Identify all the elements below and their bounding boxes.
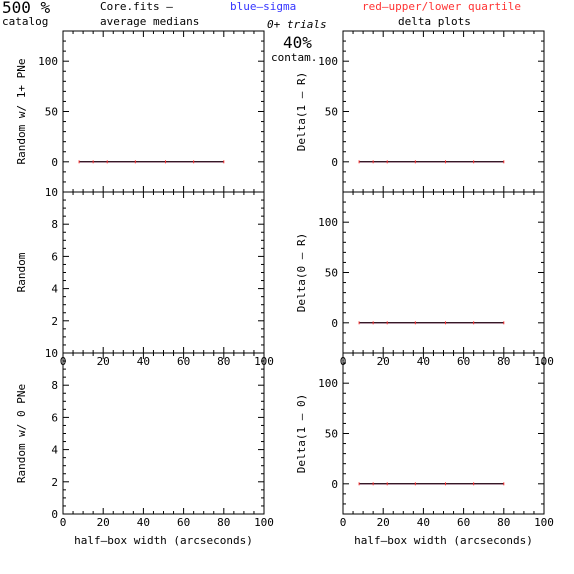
plot-frame	[342, 30, 545, 193]
x-tick-label: 100	[254, 516, 274, 529]
catalog-percent: 500 %	[2, 0, 51, 17]
y-tick-label: 100	[318, 377, 338, 390]
x-tick-label: 20	[377, 516, 390, 529]
y-tick-label: 0	[331, 156, 338, 169]
y-axis-label: Delta(1 – R)	[295, 72, 308, 151]
y-axis-label: Delta(1 – 0)	[295, 394, 308, 473]
x-tick-label: 80	[217, 516, 230, 529]
x-tick-label: 80	[497, 516, 510, 529]
y-tick-label: 100	[318, 55, 338, 68]
panel-middle-left: 020406080100246810Random	[15, 186, 274, 368]
x-tick-label: 20	[377, 355, 390, 368]
y-tick-label: 10	[45, 186, 58, 199]
plot-frame	[62, 352, 265, 515]
y-axis-label: Delta(0 – R)	[295, 233, 308, 312]
y-tick-label: 50	[325, 267, 338, 280]
file-label: Core.fits –	[100, 0, 173, 13]
legend-blue-sigma: blue–sigma	[230, 0, 296, 13]
y-tick-label: 0	[331, 317, 338, 330]
y-tick-label: 0	[51, 156, 58, 169]
plot-frame	[62, 30, 265, 193]
x-tick-label: 40	[137, 516, 150, 529]
panel-bottom-right: 0 20 40 60 80 100 0 50 100 Delta(1 – 0) half–box w…	[295, 352, 554, 547]
x-tick-label: 0	[60, 516, 67, 529]
x-tick-label: 80	[217, 355, 230, 368]
panel-bottom-left: 0 20 40 60 80 100 0 2 4 6 8 10 Random w/ 0 PNe half–b…	[15, 347, 274, 547]
y-tick-label: 8	[51, 218, 58, 231]
y-tick-label: 10	[45, 347, 58, 360]
x-tick-label: 0	[340, 516, 347, 529]
x-tick-label: 60	[177, 355, 190, 368]
contamination-label: contam.	[271, 51, 317, 64]
y-tick-label: 0	[51, 508, 58, 521]
trials-label: 0+ trials	[267, 18, 327, 31]
x-tick-label: 60	[457, 516, 470, 529]
y-axis-label: Random w/ 1+ PNe	[15, 59, 28, 165]
y-tick-label: 100	[318, 216, 338, 229]
contamination-percent: 40%	[283, 33, 312, 52]
x-axis-label: half–box width (arcseconds)	[354, 534, 533, 547]
x-tick-label: 40	[417, 355, 430, 368]
catalog-label: catalog	[2, 15, 48, 28]
plot-frame	[342, 352, 545, 515]
y-tick-label: 6	[51, 411, 58, 424]
y-tick-label: 50	[325, 106, 338, 119]
y-tick-label: 50	[45, 106, 58, 119]
x-axis-label: half–box width (arcseconds)	[74, 534, 253, 547]
x-tick-label: 20	[97, 355, 110, 368]
y-axis-label: Random w/ 0 PNe	[15, 384, 28, 483]
x-tick-label: 60	[457, 355, 470, 368]
x-tick-label: 80	[497, 355, 510, 368]
y-tick-label: 50	[325, 428, 338, 441]
x-tick-label: 20	[97, 516, 110, 529]
y-tick-label: 100	[38, 55, 58, 68]
plot-frame	[342, 191, 545, 354]
panel-top-left: 0 50 100 Random w/ 1+ PNe	[15, 30, 265, 193]
y-tick-label: 4	[51, 283, 58, 296]
x-tick-label: 40	[137, 355, 150, 368]
y-tick-label: 2	[51, 476, 58, 489]
x-tick-label: 40	[417, 516, 430, 529]
y-tick-label: 2	[51, 315, 58, 328]
delta-plots-label: delta plots	[398, 15, 471, 28]
legend-red-quartile: red–upper/lower quartile	[362, 0, 521, 13]
average-medians-label: average medians	[100, 15, 199, 28]
y-tick-label: 6	[51, 250, 58, 263]
x-tick-label: 100	[534, 516, 554, 529]
y-tick-label: 0	[331, 478, 338, 491]
y-axis-label: Random	[15, 252, 28, 292]
panel-top-right: 0 50 100 Delta(1 – R)	[295, 30, 545, 193]
x-tick-label: 60	[177, 516, 190, 529]
plot-frame	[62, 191, 265, 354]
y-tick-label: 4	[51, 444, 58, 457]
y-tick-label: 8	[51, 379, 58, 392]
